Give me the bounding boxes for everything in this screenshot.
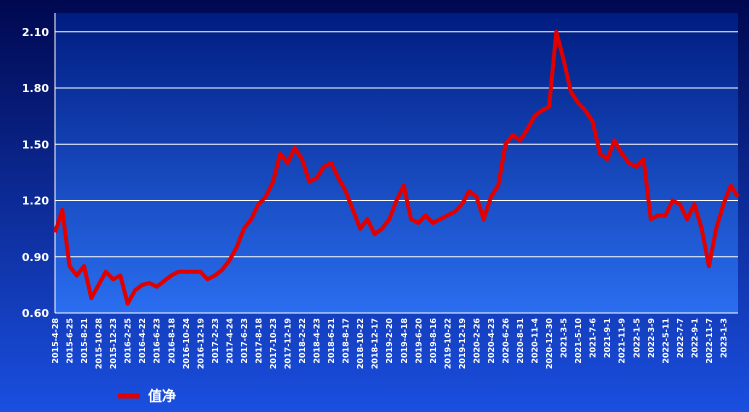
x-tick-label: 2022-5-11 [661, 318, 670, 364]
x-tick-label: 2021-5-10 [574, 318, 583, 364]
x-tick-label: 2022-1-5 [632, 318, 641, 358]
x-tick-label: 2023-1-3 [719, 318, 728, 358]
x-tick-label: 2020-11-4 [531, 318, 540, 364]
y-tick-label: 1.80 [22, 82, 49, 95]
y-tick-label: 0.60 [22, 307, 49, 320]
y-tick-label: 0.90 [22, 251, 49, 264]
x-tick-label: 2022-3-9 [647, 318, 656, 358]
x-tick-label: 2017-2-23 [211, 318, 220, 364]
legend-label: 值净 [148, 388, 176, 405]
x-tick-label: 2015-6-25 [66, 318, 75, 364]
x-tick-label: 2021-7-6 [589, 318, 598, 358]
x-tick-label: 2020-8-31 [516, 318, 525, 364]
x-tick-label: 2015-10-28 [95, 318, 104, 370]
x-tick-label: 2018-10-22 [356, 318, 365, 369]
x-tick-label: 2018-8-17 [342, 318, 351, 364]
x-tick-label: 2017-4-24 [225, 318, 234, 364]
x-tick-label: 2021-3-5 [560, 318, 569, 358]
x-tick-label: 2019-6-20 [414, 318, 423, 364]
x-tick-label: 2020-12-30 [545, 318, 554, 370]
y-tick-label: 1.50 [22, 138, 49, 151]
x-tick-label: 2019-12-19 [458, 318, 467, 370]
x-tick-label: 2015-12-23 [109, 318, 118, 369]
x-tick-label: 2019-10-22 [443, 318, 452, 369]
x-tick-label: 2020-6-26 [501, 318, 510, 364]
x-tick-label: 2016-8-18 [167, 318, 176, 364]
x-tick-label: 2016-2-25 [124, 318, 133, 364]
x-tick-label: 2018-12-17 [371, 318, 380, 369]
x-tick-label: 2022-9-1 [690, 318, 699, 358]
y-tick-label: 2.10 [22, 26, 49, 39]
x-tick-label: 2020-2-26 [472, 318, 481, 364]
x-tick-label: 2016-6-23 [153, 318, 162, 364]
x-tick-label: 2015-8-21 [80, 318, 89, 364]
x-tick-label: 2017-8-18 [254, 318, 263, 364]
data-line [53, 29, 740, 306]
x-tick-label: 2015-4-28 [51, 318, 60, 364]
x-tick-label: 2022-7-7 [676, 318, 685, 358]
x-tick-label: 2018-6-21 [327, 318, 336, 364]
x-tick-label: 2019-4-18 [400, 318, 409, 364]
x-tick-label: 2016-4-22 [138, 318, 147, 364]
x-tick-label: 2021-11-9 [618, 318, 627, 364]
x-tick-label: 2019-8-16 [429, 318, 438, 364]
x-tick-label: 2017-6-23 [240, 318, 249, 364]
x-tick-label: 2017-10-23 [269, 318, 278, 369]
x-tick-label: 2016-12-19 [196, 318, 205, 370]
x-tick-label: 2022-11-7 [705, 318, 714, 364]
x-tick-label: 2018-2-22 [298, 318, 307, 364]
x-tick-label: 2018-4-23 [313, 318, 322, 364]
plot-area [55, 13, 738, 313]
x-tick-label: 2021-9-1 [603, 318, 612, 358]
x-tick-label: 2019-2-20 [385, 318, 394, 364]
x-tick-label: 2020-4-23 [487, 318, 496, 364]
y-tick-label: 1.20 [22, 195, 49, 208]
x-tick-label: 2016-10-24 [182, 318, 191, 370]
x-tick-label: 2017-12-19 [284, 318, 293, 370]
